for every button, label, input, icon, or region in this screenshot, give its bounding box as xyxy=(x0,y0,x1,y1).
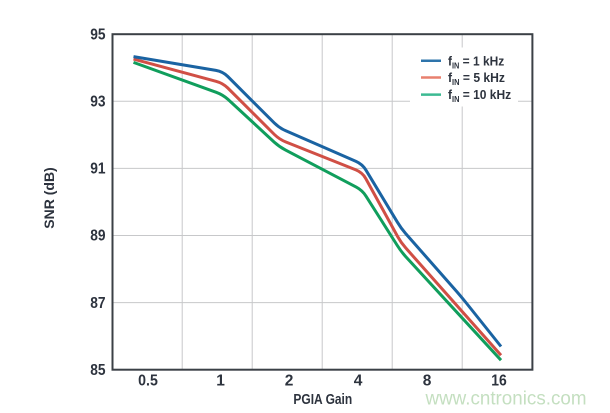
svg-text:fIN = 10 kHz: fIN = 10 kHz xyxy=(448,87,512,104)
svg-text:fIN = 1 kHz: fIN = 1 kHz xyxy=(448,53,505,70)
svg-text:95: 95 xyxy=(90,26,106,43)
svg-text:93: 93 xyxy=(90,94,106,111)
svg-text:87: 87 xyxy=(90,295,105,312)
svg-text:0.5: 0.5 xyxy=(138,373,158,390)
svg-text:www.cntronics.com: www.cntronics.com xyxy=(425,389,587,410)
svg-text:8: 8 xyxy=(423,373,432,390)
svg-text:1: 1 xyxy=(216,373,225,390)
svg-text:SNR (dB): SNR (dB) xyxy=(41,167,57,228)
svg-text:91: 91 xyxy=(90,161,106,178)
svg-text:4: 4 xyxy=(354,373,363,390)
svg-text:PGIA Gain: PGIA Gain xyxy=(293,392,352,408)
svg-text:fIN = 5 kHz: fIN = 5 kHz xyxy=(448,70,505,87)
svg-text:85: 85 xyxy=(90,362,106,379)
svg-text:16: 16 xyxy=(491,373,507,390)
svg-text:89: 89 xyxy=(90,228,106,245)
svg-text:2: 2 xyxy=(285,373,294,390)
